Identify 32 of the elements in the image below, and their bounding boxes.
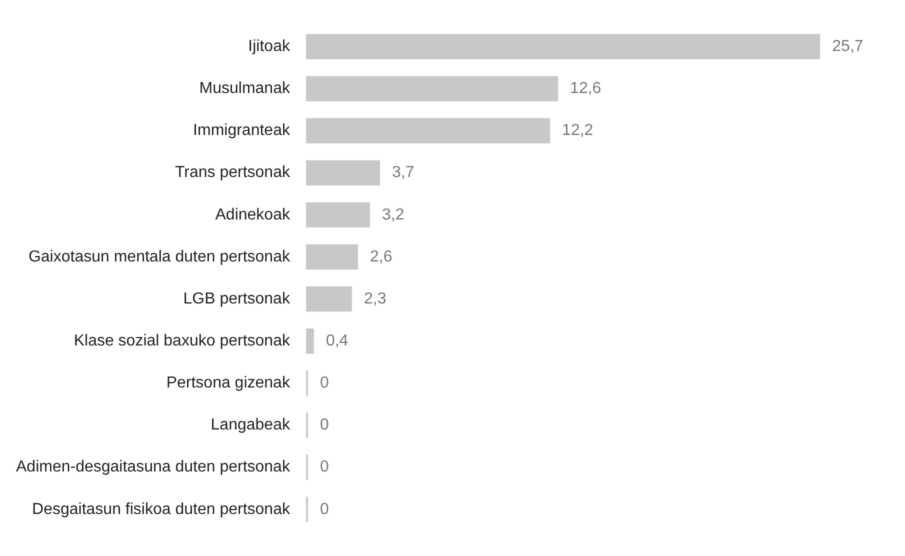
bar [306,76,558,102]
data-label: 0 [320,374,329,392]
bar [306,118,550,144]
data-label: 3,2 [382,206,404,224]
data-label: 12,2 [562,122,594,140]
y-tick-label: Adimen-desgaitasuna duten pertsonak [16,458,291,476]
bar [306,328,314,354]
data-label: 3,7 [392,164,414,182]
bar [306,202,370,228]
data-label: 25,7 [832,38,864,56]
data-label: 2,3 [364,290,386,308]
y-tick-label: Trans pertsonak [174,164,291,182]
y-tick-label: Gaixotasun mentala duten pertsonak [28,248,291,266]
data-label: 2,6 [370,248,392,266]
y-tick-label: Ijitoak [248,38,291,56]
y-tick-label: Musulmanak [199,80,291,98]
bar [306,160,380,186]
y-tick-label: Immigranteak [193,122,291,140]
y-tick-label: Pertsona gizenak [166,374,291,392]
y-tick-label: Klase sozial baxuko pertsonak [74,332,291,350]
y-tick-label: Desgaitasun fisikoa duten pertsonak [32,500,291,518]
bar [306,286,352,312]
data-label: 12,6 [570,80,602,98]
data-label: 0,4 [326,332,348,350]
y-tick-label: LGB pertsonak [183,290,291,308]
bar [306,244,358,270]
y-tick-label: Langabeak [210,416,291,434]
y-tick-label: Adinekoak [215,206,291,224]
data-label: 0 [320,416,329,434]
data-label: 0 [320,500,329,518]
data-label: 0 [320,458,329,476]
bar [306,34,820,60]
